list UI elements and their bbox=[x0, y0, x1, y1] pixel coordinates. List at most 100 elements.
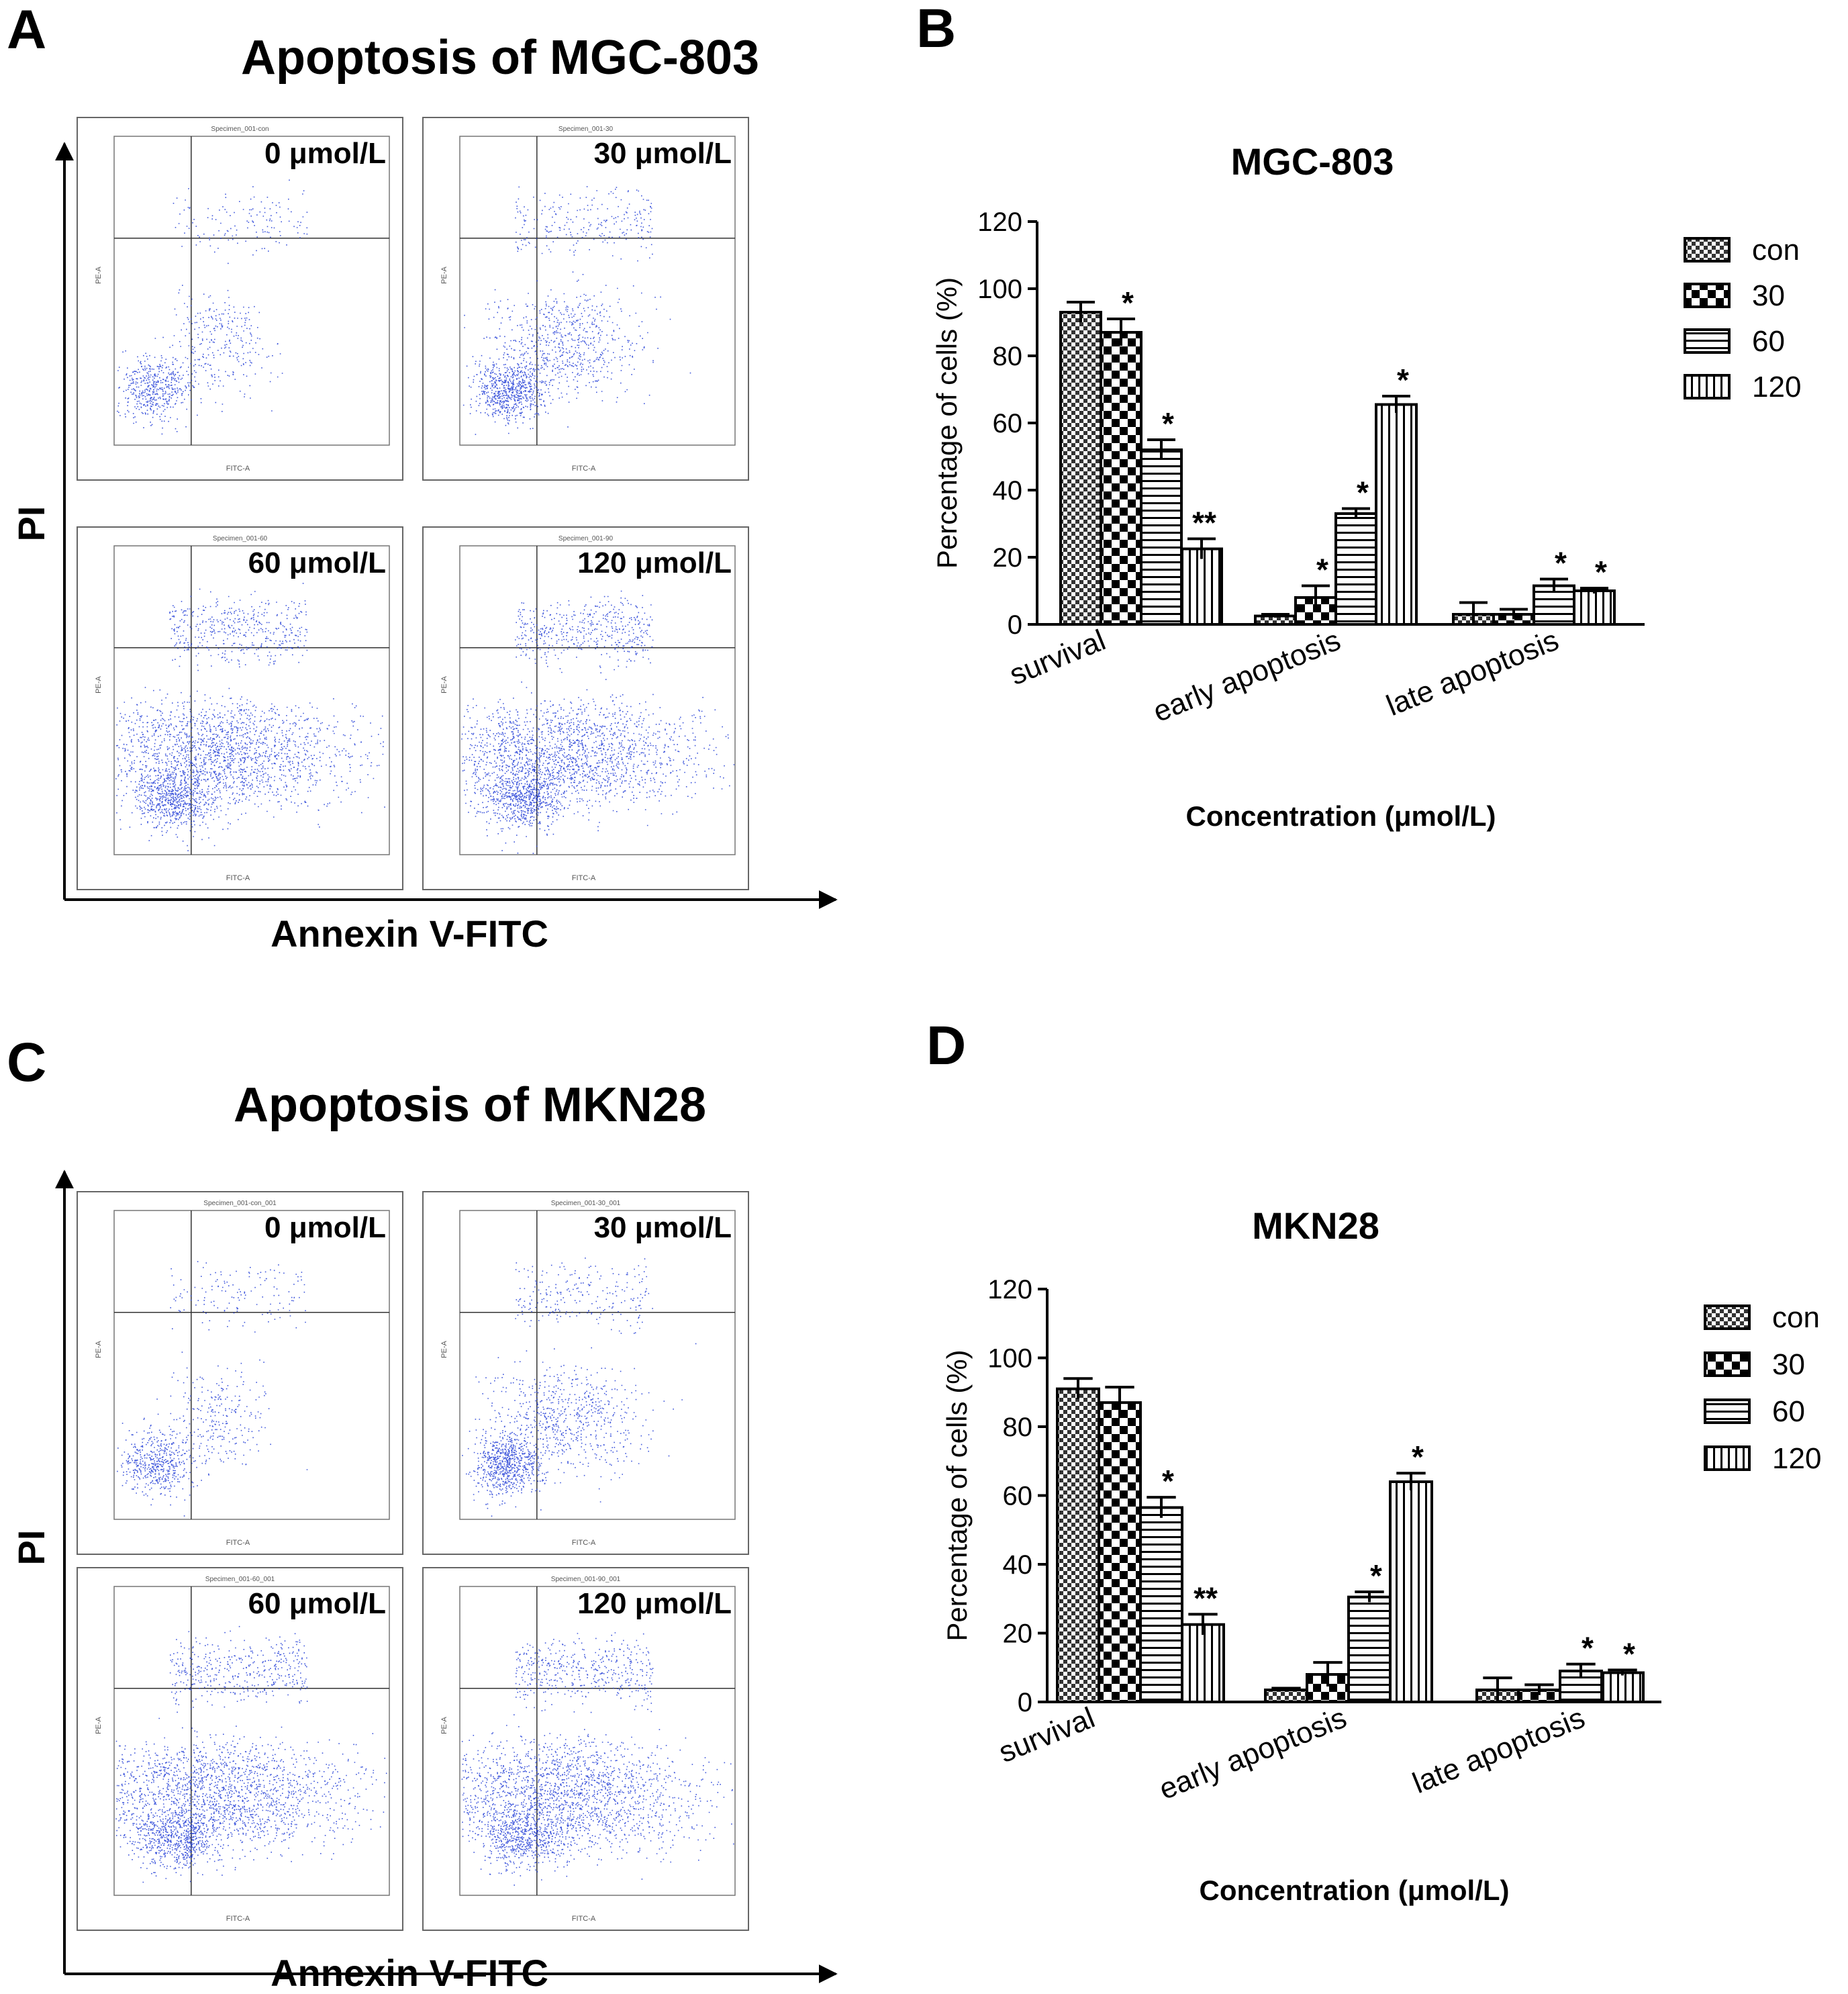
flow-concentration-label: 0 μmol/L bbox=[264, 1211, 386, 1244]
flow-plot: Specimen_001-90_001 FITC-A PE-A 120 μmol/L bbox=[422, 1567, 749, 1931]
flow-x-axis-label: FITC-A bbox=[226, 1539, 250, 1547]
legend-label: 60 bbox=[1772, 1395, 1805, 1428]
significance-mark: * bbox=[1412, 1439, 1424, 1474]
flow-axes-box bbox=[113, 1210, 390, 1520]
flow-y-axis-label: PE-A bbox=[95, 676, 103, 694]
category-label: survival bbox=[994, 1701, 1100, 1769]
bar bbox=[1600, 1671, 1645, 1703]
bar bbox=[1347, 1595, 1392, 1703]
flow-plot-frame bbox=[422, 117, 749, 481]
flow-x-axis-label: FITC-A bbox=[572, 874, 596, 882]
bar bbox=[1056, 1387, 1100, 1703]
y-tick-label: 0 bbox=[1018, 1688, 1032, 1717]
flow-y-axis-label: PE-A bbox=[440, 676, 448, 694]
y-tick-label: 100 bbox=[987, 1344, 1032, 1374]
panel-letter-b: B bbox=[916, 0, 956, 59]
legend-label: 60 bbox=[1752, 325, 1785, 358]
panel-a-title: Apoptosis of MGC-803 bbox=[241, 31, 759, 85]
significance-mark: * bbox=[1162, 1464, 1174, 1499]
legend-label: 120 bbox=[1752, 371, 1801, 403]
panel-letter-a: A bbox=[7, 0, 46, 60]
flow-scatter-events bbox=[117, 179, 308, 435]
flow-concentration-label: 120 μmol/L bbox=[577, 547, 732, 579]
significance-mark: * bbox=[1122, 285, 1134, 320]
significance-mark: * bbox=[1357, 475, 1369, 510]
flow-axes-box bbox=[459, 545, 736, 855]
flow-plot-frame bbox=[77, 1191, 403, 1555]
flow-axes-box bbox=[113, 1586, 390, 1896]
bar bbox=[1264, 1689, 1308, 1703]
legend-swatch bbox=[1684, 237, 1731, 263]
x-axis-label: Concentration (μmol/L) bbox=[1186, 800, 1496, 832]
legend-swatch bbox=[1684, 374, 1731, 399]
bar-chart-mkn28: MKN28 0 20 40 60 80 100 120 Percentage of cells … bbox=[941, 1204, 1821, 1906]
bar-chart-mgc803: MGC-803 0 20 40 60 80 100 120 Percentage of cell… bbox=[931, 140, 1801, 832]
panel-c: C Apoptosis of MKN28 PI Annexin V-FITC S… bbox=[7, 1032, 838, 1994]
flow-concentration-label: 0 μmol/L bbox=[264, 137, 386, 170]
y-tick-label: 60 bbox=[993, 409, 1023, 438]
flow-plot-frame bbox=[422, 526, 749, 890]
flow-plot: Specimen_001-30_001 FITC-A PE-A 30 μmol/L bbox=[422, 1191, 749, 1555]
y-tick-label: 20 bbox=[1003, 1619, 1033, 1649]
flow-scatter-events bbox=[463, 186, 691, 435]
flow-plot: Specimen_001-60 FITC-A PE-A 60 μmol/L bbox=[77, 526, 403, 890]
legend-label: con bbox=[1752, 234, 1800, 267]
flow-specimen-label: Specimen_001-90_001 bbox=[551, 1576, 621, 1583]
panel-a: A Apoptosis of MGC-803 PI Annexin V-FITC… bbox=[7, 0, 838, 955]
significance-mark: * bbox=[1595, 555, 1607, 589]
panel-letter-d: D bbox=[926, 1015, 966, 1076]
flow-plot-frame bbox=[77, 117, 403, 481]
significance-mark: * bbox=[1623, 1636, 1635, 1671]
flow-x-axis-label: FITC-A bbox=[226, 465, 250, 473]
y-tick-label: 80 bbox=[1003, 1413, 1033, 1442]
y-tick-label: 120 bbox=[977, 207, 1022, 237]
flow-scatter-events bbox=[462, 1257, 697, 1517]
flow-plot: Specimen_001-con_001 FITC-A PE-A 0 μmol/L bbox=[77, 1191, 403, 1555]
significance-mark: ** bbox=[1192, 506, 1216, 540]
significance-mark: * bbox=[1555, 546, 1567, 581]
flow-plot: Specimen_001-60_001 FITC-A PE-A 60 μmol/L bbox=[77, 1567, 403, 1931]
legend-swatch bbox=[1704, 1445, 1751, 1471]
category-label: late apoptosis bbox=[1408, 1701, 1590, 1800]
flow-axes-box bbox=[459, 1210, 736, 1520]
flow-plot: Specimen_001-90 FITC-A PE-A 120 μmol/L bbox=[422, 526, 749, 890]
significance-mark: * bbox=[1370, 1558, 1382, 1593]
flow-plot: Specimen_001-30 FITC-A PE-A 30 μmol/L bbox=[422, 117, 749, 481]
legend-swatch bbox=[1704, 1304, 1751, 1330]
flow-y-axis-label: PE-A bbox=[95, 1341, 103, 1358]
flow-concentration-label: 60 μmol/L bbox=[248, 547, 386, 579]
legend-swatch bbox=[1684, 283, 1731, 308]
legend-swatch bbox=[1704, 1351, 1751, 1377]
flow-plot-frame bbox=[77, 1567, 403, 1931]
flow-specimen-label: Specimen_001-con bbox=[211, 126, 269, 133]
y-tick-label: 40 bbox=[1003, 1550, 1033, 1580]
flow-concentration-label: 30 μmol/L bbox=[594, 137, 732, 170]
y-tick-label: 40 bbox=[993, 476, 1023, 506]
bar bbox=[1140, 448, 1183, 626]
flow-concentration-label: 120 μmol/L bbox=[577, 1587, 732, 1620]
flow-y-axis-label: PE-A bbox=[440, 267, 448, 284]
panel-d: D MKN28 0 20 40 60 80 100 120 Percentage of cell… bbox=[926, 1015, 1821, 1906]
legend-label: 30 bbox=[1772, 1348, 1805, 1381]
bar bbox=[1334, 512, 1377, 626]
bar bbox=[1573, 589, 1616, 626]
flow-axes-box bbox=[113, 136, 390, 446]
flow-specimen-label: Specimen_001-60_001 bbox=[205, 1576, 275, 1583]
y-tick-label: 80 bbox=[993, 342, 1023, 371]
y-axis-label: Percentage of cells (%) bbox=[941, 1349, 973, 1641]
bar bbox=[1180, 547, 1223, 626]
x-axis-label: Concentration (μmol/L) bbox=[1200, 1874, 1510, 1906]
bar bbox=[1059, 311, 1102, 626]
panel-a-x-label: Annexin V-FITC bbox=[271, 912, 548, 955]
bar bbox=[1389, 1480, 1433, 1703]
legend-swatch bbox=[1684, 328, 1731, 354]
flow-plot-frame bbox=[77, 526, 403, 890]
flow-x-axis-label: FITC-A bbox=[572, 1539, 596, 1547]
flow-plot-frame bbox=[422, 1567, 749, 1931]
y-tick-label: 120 bbox=[987, 1275, 1032, 1304]
flow-specimen-label: Specimen_001-30 bbox=[558, 126, 614, 133]
chart-title: MKN28 bbox=[1252, 1204, 1379, 1247]
panel-c-x-label: Annexin V-FITC bbox=[271, 1952, 548, 1994]
